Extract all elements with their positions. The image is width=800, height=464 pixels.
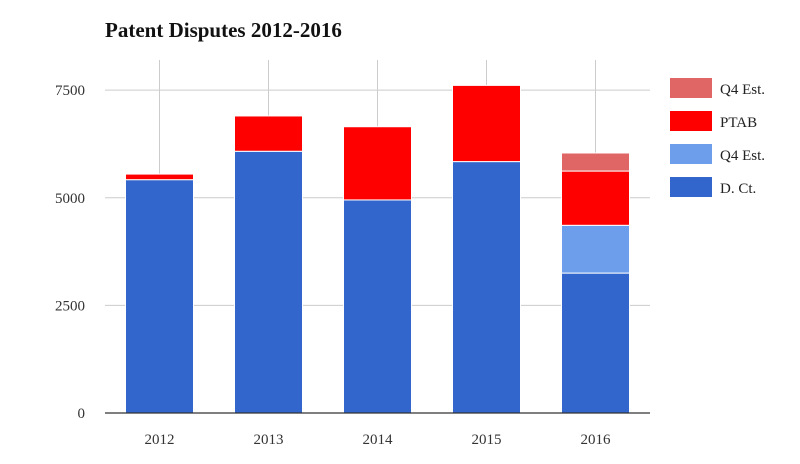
legend: Q4 Est. PTAB Q4 Est. D. Ct. bbox=[670, 78, 765, 197]
bar-segment bbox=[234, 115, 303, 152]
bar-segment bbox=[125, 179, 194, 414]
bar-segment bbox=[452, 161, 521, 414]
axes: 0 2500 5000 7500 2012 2013 2014 2015 2016 bbox=[55, 83, 650, 448]
bar-segment bbox=[343, 126, 412, 201]
bar-segment bbox=[125, 173, 194, 181]
bars bbox=[125, 84, 630, 414]
legend-swatch bbox=[670, 144, 712, 164]
bar-segment bbox=[561, 152, 630, 172]
legend-label: D. Ct. bbox=[720, 181, 756, 197]
legend-swatch bbox=[670, 78, 712, 98]
legend-label: PTAB bbox=[720, 115, 757, 131]
bar-segment bbox=[561, 170, 630, 226]
y-tick-label: 0 bbox=[78, 406, 86, 422]
x-tick-label: 2015 bbox=[472, 432, 502, 448]
bar-segment bbox=[234, 150, 303, 414]
chart-title: Patent Disputes 2012-2016 bbox=[105, 18, 342, 42]
y-tick-label: 2500 bbox=[55, 298, 85, 314]
x-tick-label: 2016 bbox=[581, 432, 612, 448]
y-tick-label: 7500 bbox=[55, 83, 85, 99]
bar-segment bbox=[561, 224, 630, 274]
bar-segment bbox=[561, 272, 630, 414]
legend-label: Q4 Est. bbox=[720, 148, 765, 164]
x-tick-label: 2014 bbox=[363, 432, 394, 448]
y-tick-label: 5000 bbox=[55, 191, 85, 207]
legend-label: Q4 Est. bbox=[720, 82, 765, 98]
bar-segment bbox=[452, 84, 521, 163]
x-tick-label: 2013 bbox=[254, 432, 284, 448]
legend-swatch bbox=[670, 111, 712, 131]
bar-segment bbox=[343, 199, 412, 414]
x-tick-label: 2012 bbox=[145, 432, 175, 448]
legend-swatch bbox=[670, 177, 712, 197]
